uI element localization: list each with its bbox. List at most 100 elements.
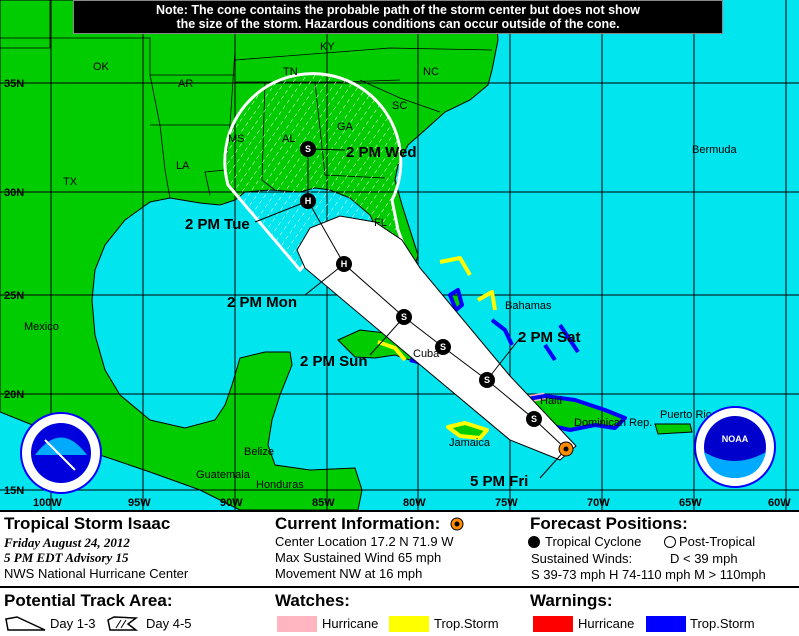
svg-text:AL: AL	[282, 133, 295, 145]
ts-watch-bahamas	[439, 256, 497, 311]
svg-text:Honduras: Honduras	[256, 479, 304, 491]
info-panel: Tropical Storm Isaac Friday August 24, 2…	[0, 510, 799, 636]
svg-text:S: S	[531, 414, 537, 424]
svg-text:85W: 85W	[312, 497, 335, 509]
ts-watch-jamaica	[446, 421, 489, 440]
tropical-cyclone-label: Tropical Cyclone	[545, 534, 642, 549]
forecast-point: S	[479, 372, 495, 388]
svg-text:Dominican Rep.: Dominican Rep.	[574, 417, 652, 429]
svg-text:Bahamas: Bahamas	[505, 300, 552, 312]
svg-text:75W: 75W	[495, 497, 518, 509]
label-2pm-sun: 2 PM Sun	[300, 353, 368, 370]
svg-text:90W: 90W	[220, 497, 243, 509]
track-area-title: Potential Track Area:	[4, 591, 173, 610]
day-4-5-cone-icon	[107, 616, 138, 631]
noaa-logo: NOAA	[694, 406, 776, 488]
current-position-icon	[450, 517, 464, 531]
sustained-winds-label: Sustained Winds:	[531, 551, 633, 566]
forecast-point: H	[300, 193, 316, 209]
note-line-2: the size of the storm. Hazardous conditi…	[176, 17, 620, 31]
svg-text:GA: GA	[337, 121, 354, 133]
cone-day-1-3	[296, 215, 577, 461]
forecast-point: H	[336, 256, 352, 272]
svg-text:Haiti: Haiti	[540, 395, 562, 407]
hurricane-warning-swatch	[533, 616, 573, 632]
svg-text:Jamaica: Jamaica	[449, 437, 491, 449]
svg-text:95W: 95W	[128, 497, 151, 509]
forecast-point: S	[300, 141, 316, 157]
svg-text:OK: OK	[93, 61, 110, 73]
svg-text:Puerto Rico: Puerto Rico	[660, 409, 717, 421]
hurricane-warning-label: Hurricane	[578, 616, 635, 631]
forecast-point: S	[526, 411, 542, 427]
svg-text:H: H	[341, 259, 348, 269]
label-2pm-sat: 2 PM Sat	[518, 329, 581, 346]
svg-text:25N: 25N	[4, 290, 24, 302]
track-labels: 5 PM Fri 2 PM Sat 2 PM Sun 2 PM Mon 2 PM…	[185, 144, 581, 490]
current-position-marker	[558, 441, 574, 457]
day-4-5-label: Day 4-5	[146, 616, 192, 631]
ts-warning-swatch	[646, 616, 686, 632]
day-1-3-label: Day 1-3	[50, 616, 96, 631]
svg-text:Bermuda: Bermuda	[692, 144, 738, 156]
svg-text:MS: MS	[228, 133, 245, 145]
svg-text:TX: TX	[63, 176, 78, 188]
svg-text:30N: 30N	[4, 187, 24, 199]
label-5pm-fri: 5 PM Fri	[470, 473, 528, 490]
svg-text:20N: 20N	[4, 389, 24, 401]
label-2pm-wed: 2 PM Wed	[346, 144, 417, 161]
intensity-definitions: S 39-73 mph H 74-110 mph M > 110mph	[531, 567, 766, 582]
svg-text:Belize: Belize	[244, 446, 274, 458]
svg-text:H: H	[305, 196, 312, 206]
ts-watch-label: Trop.Storm	[434, 616, 499, 631]
tropical-cyclone-icon	[528, 536, 540, 548]
svg-text:S: S	[484, 375, 490, 385]
hurricane-watch-label: Hurricane	[322, 616, 379, 631]
label-2pm-mon: 2 PM Mon	[227, 294, 297, 311]
post-tropical-icon	[664, 536, 676, 548]
nws-logo	[20, 412, 102, 494]
warnings-title: Warnings:	[530, 591, 613, 610]
ts-watch-swatch	[389, 616, 429, 632]
svg-text:80W: 80W	[403, 497, 426, 509]
divider	[0, 586, 799, 588]
puerto-rico	[654, 423, 693, 435]
depression-definition: D < 39 mph	[670, 551, 738, 566]
svg-text:65W: 65W	[679, 497, 702, 509]
forecast-cone-map: S S S S H H S 5 PM Fri 2 PM Sat 2 PM Sun…	[0, 0, 799, 510]
axis-labels: 35N 30N 25N 20N 15N 100W 95W 90W 85W 80W…	[4, 78, 791, 509]
storm-name: Tropical Storm Isaac	[4, 514, 171, 533]
watches-title: Watches:	[275, 591, 350, 610]
current-info-title: Current Information:	[275, 514, 441, 533]
ts-warning-bahamas	[448, 288, 580, 362]
svg-text:S: S	[305, 144, 311, 154]
svg-text:NOAA: NOAA	[722, 434, 749, 444]
forecast-positions-title: Forecast Positions:	[530, 514, 688, 533]
svg-text:S: S	[440, 342, 446, 352]
advisory-number: 5 PM EDT Advisory 15	[4, 550, 129, 565]
svg-text:S: S	[401, 312, 407, 322]
max-sustained-wind: Max Sustained Wind 65 mph	[275, 550, 442, 565]
ts-watch-cuba-west	[377, 340, 407, 362]
ts-warning-label: Trop.Storm	[690, 616, 755, 631]
svg-text:100W: 100W	[33, 497, 62, 509]
svg-text:Mexico: Mexico	[24, 321, 59, 333]
forecast-point: S	[435, 339, 451, 355]
svg-text:60W: 60W	[768, 497, 791, 509]
region-labels: KY OK AR TN NC SC MS AL GA LA TX FL Berm…	[24, 41, 738, 491]
day-1-3-cone-icon	[5, 616, 46, 631]
svg-text:NC: NC	[423, 66, 439, 78]
svg-text:KY: KY	[320, 41, 335, 53]
note-line-1: Note: The cone contains the probable pat…	[155, 3, 641, 17]
svg-text:35N: 35N	[4, 78, 24, 90]
hurricane-watch-swatch	[277, 616, 317, 632]
svg-text:LA: LA	[176, 160, 190, 172]
center-location: Center Location 17.2 N 71.9 W	[275, 534, 454, 549]
svg-text:Guatemala: Guatemala	[196, 469, 251, 481]
cone-disclaimer-note: Note: The cone contains the probable pat…	[73, 0, 723, 34]
svg-text:SC: SC	[392, 100, 407, 112]
svg-text:AR: AR	[178, 78, 193, 90]
forecast-track	[254, 148, 567, 479]
svg-text:70W: 70W	[587, 497, 610, 509]
forecast-point: S	[396, 309, 412, 325]
